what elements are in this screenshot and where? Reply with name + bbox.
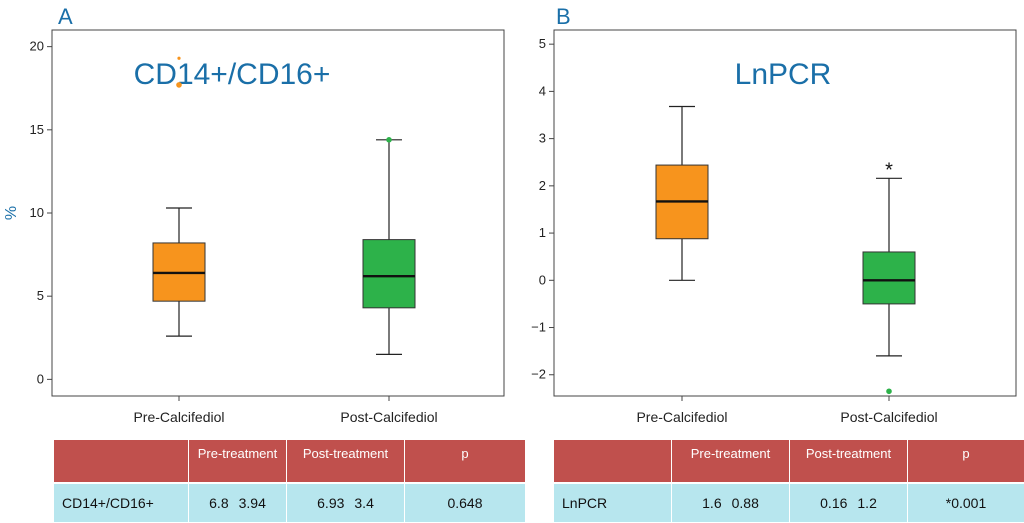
panel-b: B LnPCR −2 −1 0 1 2 3 4 5 * Pre-Calcifediol Post… xyxy=(531,4,1017,425)
panel-a-title: CD14+/CD16+ xyxy=(134,58,331,91)
x-category-label: Post-Calcifediol xyxy=(340,409,437,425)
table-header-row: Pre-treatment Post-treatment p xyxy=(54,440,525,482)
y-tick-label: 4 xyxy=(539,83,546,98)
panel-b-x-axis: Pre-Calcifediol Post-Calcifediol xyxy=(636,396,938,425)
panel-a-y-axis-label: % xyxy=(3,206,20,220)
panel-a-x-axis: Pre-Calcifediol Post-Calcifediol xyxy=(133,396,438,425)
table-row: CD14+/CD16+ 6.8 3.94 6.93 3.4 0.648 xyxy=(54,482,525,522)
table-header-p: p xyxy=(908,440,1024,482)
table-header-row: Pre-treatment Post-treatment p xyxy=(554,440,1024,482)
post-sd: 1.2 xyxy=(857,495,877,511)
y-tick-label: −1 xyxy=(531,320,546,335)
x-category-label: Pre-Calcifediol xyxy=(636,409,727,425)
x-category-label: Post-Calcifediol xyxy=(840,409,937,425)
table-header-post-treatment: Post-treatment xyxy=(287,440,405,482)
panel-b-boxes: * xyxy=(655,105,916,395)
table-cell-pre: 6.8 3.94 xyxy=(189,482,287,522)
y-tick-label: 0 xyxy=(37,371,44,386)
post-mean: 6.93 xyxy=(317,495,345,511)
outlier-point xyxy=(177,56,181,60)
y-tick-label: 20 xyxy=(30,39,44,54)
panel-b-plot-frame xyxy=(553,29,1017,397)
table-row: LnPCR 1.6 0.88 0.16 1.2 *0.001 xyxy=(554,482,1024,522)
panel-a-boxes xyxy=(152,56,416,356)
significance-annotation: * xyxy=(885,159,893,181)
box xyxy=(862,251,916,305)
pre-mean: 1.6 xyxy=(702,495,722,511)
post-sd: 3.4 xyxy=(354,495,374,511)
box xyxy=(362,239,416,309)
y-tick-label: 1 xyxy=(539,225,546,240)
table-header-post-treatment: Post-treatment xyxy=(790,440,908,482)
y-tick-label: 0 xyxy=(539,272,546,287)
panel-b-summary-table: Pre-treatment Post-treatment p LnPCR 1.6… xyxy=(554,440,1024,522)
x-category-label: Pre-Calcifediol xyxy=(133,409,224,425)
table-header-cell xyxy=(554,440,672,482)
panel-a-letter: A xyxy=(58,4,73,29)
table-cell-post: 6.93 3.4 xyxy=(287,482,405,522)
y-tick-label: 3 xyxy=(539,131,546,146)
outlier-point xyxy=(386,137,392,143)
y-tick-label: 5 xyxy=(539,36,546,51)
outlier-point xyxy=(886,388,892,395)
table-row-label: CD14+/CD16+ xyxy=(54,482,189,522)
table-cell-post: 0.16 1.2 xyxy=(790,482,908,522)
outlier-point xyxy=(176,82,182,88)
panel-b-letter: B xyxy=(556,4,571,29)
y-tick-label: −2 xyxy=(531,367,546,382)
pre-sd: 0.88 xyxy=(731,495,759,511)
y-tick-label: 2 xyxy=(539,178,546,193)
y-tick-label: 10 xyxy=(30,205,44,220)
y-tick-label: 15 xyxy=(30,122,44,137)
table-cell-p: *0.001 xyxy=(908,482,1024,522)
panel-b-title: LnPCR xyxy=(735,58,832,91)
table-row-label: LnPCR xyxy=(554,482,672,522)
table-header-cell xyxy=(54,440,189,482)
panel-a: A CD14+/CD16+ % 0 5 10 15 20 Pre-Calcifediol… xyxy=(3,4,505,425)
table-header-p: p xyxy=(405,440,525,482)
panel-b-y-axis: −2 −1 0 1 2 3 4 5 xyxy=(531,36,554,382)
post-mean: 0.16 xyxy=(820,495,848,511)
panel-a-summary-table: Pre-treatment Post-treatment p CD14+/CD1… xyxy=(54,440,525,522)
panel-a-y-axis: 0 5 10 15 20 xyxy=(30,39,52,386)
table-header-pre-treatment: Pre-treatment xyxy=(189,440,287,482)
table-header-pre-treatment: Pre-treatment xyxy=(672,440,790,482)
table-cell-pre: 1.6 0.88 xyxy=(672,482,790,522)
pre-sd: 3.94 xyxy=(238,495,266,511)
table-cell-p: 0.648 xyxy=(405,482,525,522)
y-tick-label: 5 xyxy=(37,288,44,303)
pre-mean: 6.8 xyxy=(209,495,229,511)
